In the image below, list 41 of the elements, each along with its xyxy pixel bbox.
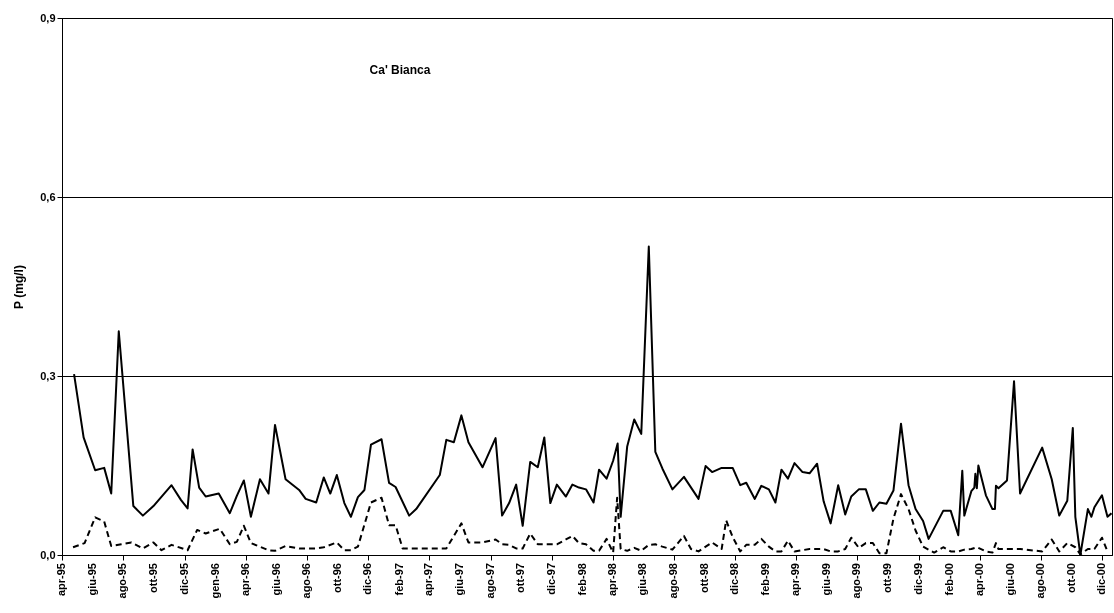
y-axis-title: P (mg/l) bbox=[12, 265, 27, 309]
x-tick-label: ott-96 bbox=[330, 563, 343, 593]
x-tick-label: apr-99 bbox=[789, 563, 801, 597]
x-tick-label: ott-97 bbox=[514, 563, 527, 593]
x-tick-label: giu-97 bbox=[452, 563, 465, 596]
x-tick-label: dic-98 bbox=[728, 563, 741, 595]
y-tick-label: 0,6 bbox=[40, 190, 56, 203]
x-tick-label: dic-96 bbox=[361, 563, 374, 595]
x-tick-label: feb-97 bbox=[392, 563, 405, 596]
x-tick-label: giu-99 bbox=[819, 563, 832, 596]
x-tick-label: ago-95 bbox=[116, 563, 129, 599]
x-tick-label: dic-95 bbox=[177, 563, 190, 595]
x-tick-label: gen-96 bbox=[208, 563, 221, 599]
x-tick-label: ott-98 bbox=[697, 563, 710, 593]
x-tick-label: giu-00 bbox=[1003, 563, 1016, 596]
x-tick-label: giu-96 bbox=[269, 563, 282, 596]
x-tick-label: ott-95 bbox=[146, 563, 159, 593]
x-tick-label: ago-98 bbox=[666, 563, 679, 599]
x-tick-label: ago-99 bbox=[850, 563, 863, 599]
x-tick-label: dic-00 bbox=[1095, 563, 1108, 595]
x-tick-label: ago-96 bbox=[300, 563, 313, 599]
x-tick-label: ago-00 bbox=[1034, 563, 1047, 599]
x-tick-label: giu-95 bbox=[85, 563, 98, 596]
x-tick-label: apr-98 bbox=[605, 563, 618, 597]
x-tick-label: dic-99 bbox=[911, 563, 924, 595]
y-tick-label: 0,3 bbox=[40, 369, 56, 382]
x-tick-label: ott-00 bbox=[1064, 563, 1077, 593]
x-tick-label: feb-00 bbox=[942, 563, 955, 596]
text: Ca' Bianca bbox=[369, 63, 431, 77]
x-tick-label: feb-99 bbox=[759, 563, 772, 596]
x-tick-label: apr-95 bbox=[55, 563, 67, 597]
x-tick-label: dic-97 bbox=[544, 563, 557, 595]
x-tick-label: ago-97 bbox=[483, 563, 496, 599]
x-tick-label: apr-00 bbox=[972, 563, 985, 597]
y-tick-label: 0,0 bbox=[40, 548, 56, 561]
x-tick-label: giu-98 bbox=[636, 563, 649, 596]
x-tick-label: ott-99 bbox=[880, 563, 893, 593]
x-tick-label: apr-96 bbox=[238, 563, 251, 597]
x-tick-label: apr-97 bbox=[422, 563, 435, 597]
x-tick-label: feb-98 bbox=[575, 563, 588, 596]
y-tick-label: 0,9 bbox=[40, 11, 56, 24]
